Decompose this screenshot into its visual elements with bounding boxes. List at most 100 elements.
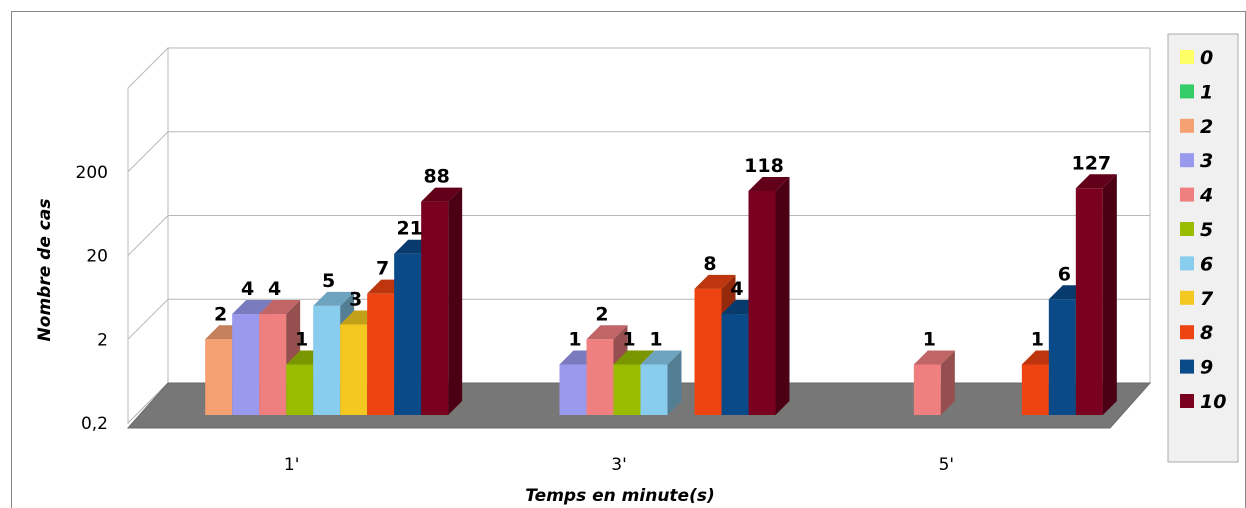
y-tick-label: 2 [97, 330, 108, 350]
data-label: 3 [349, 289, 362, 311]
x-tick-label: 1' [284, 455, 300, 475]
bar-top [613, 350, 655, 365]
legend-swatch [1180, 256, 1194, 271]
data-label: 1 [923, 328, 936, 350]
legend-swatch [1180, 394, 1194, 408]
bar-top [421, 187, 463, 202]
data-label: 4 [241, 278, 254, 300]
bar-front [1075, 188, 1103, 415]
bar-front [721, 314, 749, 415]
bar-top [586, 325, 628, 340]
gridline [127, 131, 1150, 173]
legend-item: 10 [1180, 391, 1226, 413]
y-tick-labels: 0,2 2 20 200 [76, 163, 108, 434]
y-tick-label: 200 [76, 163, 108, 183]
legend-label: 7 [1200, 288, 1214, 310]
data-label: 4 [268, 278, 281, 300]
legend-item: 9 [1180, 357, 1213, 379]
data-label: 21 [396, 218, 422, 240]
data-label: 1 [295, 328, 308, 350]
legend-label: 9 [1200, 357, 1213, 379]
bar [640, 350, 682, 415]
legend-label: 3 [1200, 150, 1213, 172]
bar-front [1021, 364, 1049, 415]
bar-front [367, 293, 395, 415]
bar-top [748, 176, 790, 191]
data-label: 6 [1058, 263, 1071, 285]
gridline [127, 298, 1150, 340]
bar-side [667, 350, 682, 415]
bar-front [232, 314, 260, 415]
legend-label: 1 [1200, 81, 1213, 103]
legend-swatch [1180, 222, 1194, 236]
legend-item: 3 [1180, 150, 1213, 172]
legend-item: 6 [1180, 253, 1213, 275]
legend-label: 0 [1200, 47, 1213, 69]
bar [913, 350, 955, 415]
bar-front [748, 190, 776, 415]
bar-side [775, 176, 790, 415]
legend-item: 8 [1180, 322, 1213, 344]
data-label: 1 [568, 328, 581, 350]
bar-front [913, 364, 941, 415]
legend-item: 0 [1180, 47, 1213, 69]
legend-item: 7 [1180, 288, 1214, 310]
x-tick-label: 5' [939, 455, 955, 475]
data-label: 1 [622, 328, 635, 350]
bar-side [940, 350, 955, 415]
bar-front [559, 364, 587, 415]
legend-box [1167, 33, 1239, 463]
bar-top [232, 300, 274, 315]
bar-top [259, 300, 301, 315]
legend-swatch [1180, 84, 1194, 99]
gridline [127, 215, 1150, 256]
bar-side [448, 187, 463, 415]
bar-top [313, 291, 355, 306]
legend-label: 10 [1200, 391, 1226, 413]
x-tick-label: 3' [611, 455, 627, 475]
legend: 0 1 2 3 4 5 6 7 8 9 10 [1167, 33, 1239, 463]
data-label: 118 [744, 155, 784, 177]
bar-front [613, 364, 641, 415]
legend-swatch [1180, 118, 1194, 133]
data-label: 88 [423, 166, 449, 188]
bar-front [205, 339, 233, 415]
bar-front [259, 314, 287, 415]
bar-front [340, 324, 368, 415]
data-label: 5 [322, 270, 335, 292]
bar [1075, 174, 1117, 415]
data-label: 1 [649, 328, 662, 350]
bar [748, 176, 790, 415]
bar-front [421, 201, 449, 415]
legend-label: 5 [1200, 219, 1213, 241]
legend-swatch [1180, 290, 1194, 305]
bar-side [1102, 174, 1117, 415]
bar-front [1048, 299, 1076, 415]
legend-item: 4 [1180, 185, 1213, 207]
data-label: 7 [376, 258, 389, 280]
y-tick-label: 0,2 [81, 414, 108, 434]
bar-top [694, 274, 736, 289]
legend-label: 8 [1200, 322, 1213, 344]
legend-item: 5 [1180, 219, 1213, 241]
bar [421, 187, 463, 415]
data-label: 127 [1071, 152, 1111, 174]
legend-swatch [1180, 50, 1194, 64]
bar-front [286, 364, 314, 415]
legend-label: 6 [1200, 253, 1213, 275]
x-axis-title: Temps en minute(s) [525, 486, 714, 506]
x-tick-labels: 1' 3' 5' [284, 455, 954, 475]
legend-item: 1 [1180, 81, 1213, 103]
bar-front [694, 288, 722, 415]
bar-front [640, 364, 668, 415]
legend-item: 2 [1180, 116, 1213, 138]
legend-swatch [1180, 187, 1194, 202]
data-label: 4 [730, 278, 743, 300]
bar-top [913, 350, 955, 365]
legend-label: 4 [1199, 185, 1213, 207]
legend-swatch [1180, 359, 1194, 374]
bar-top [1075, 174, 1117, 189]
